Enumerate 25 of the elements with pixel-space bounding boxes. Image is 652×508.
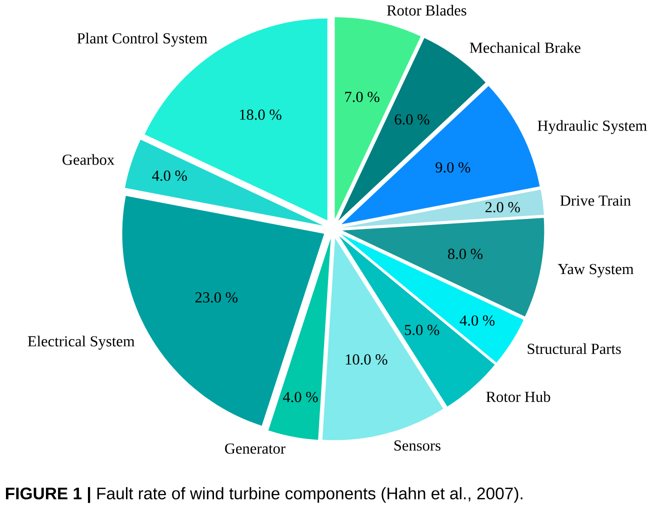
slice-label: Plant Control System [77, 32, 208, 47]
data-label: 8.0 % [448, 248, 483, 260]
slice-label: Sensors [394, 440, 440, 451]
data-label: 4.0 % [460, 315, 495, 326]
slice-label: Rotor Blades [387, 4, 466, 16]
slice-label: Structural Parts [528, 343, 621, 354]
data-label: 6.0 % [394, 114, 430, 125]
data-label: 7.0 % [345, 92, 380, 102]
slice-label: Mechanical Brake [470, 42, 580, 54]
slice-label: Generator [225, 444, 286, 454]
slice-label: Hydraulic System [538, 120, 647, 134]
data-label: 23.0 % [195, 292, 238, 303]
data-label: 4.0 % [282, 392, 318, 402]
data-label: 2.0 % [485, 202, 520, 212]
slice-label: Drive Train [560, 196, 631, 206]
data-label: 4.0 % [152, 170, 187, 182]
slice-label: Yaw System [558, 264, 634, 278]
data-label: 9.0 % [436, 162, 470, 173]
slice-label: Gearbox [62, 154, 114, 165]
data-label: 10.0 % [346, 354, 388, 365]
text: FIGURE 1 | Fault rate of wind turbine components (Hahn et al., 2007). [6, 487, 522, 504]
data-label: 5.0 % [404, 324, 440, 336]
data-label: 18.0 % [240, 110, 282, 120]
slice-label: Rotor Hub [486, 391, 550, 402]
slice-label: Electrical System [28, 336, 135, 350]
